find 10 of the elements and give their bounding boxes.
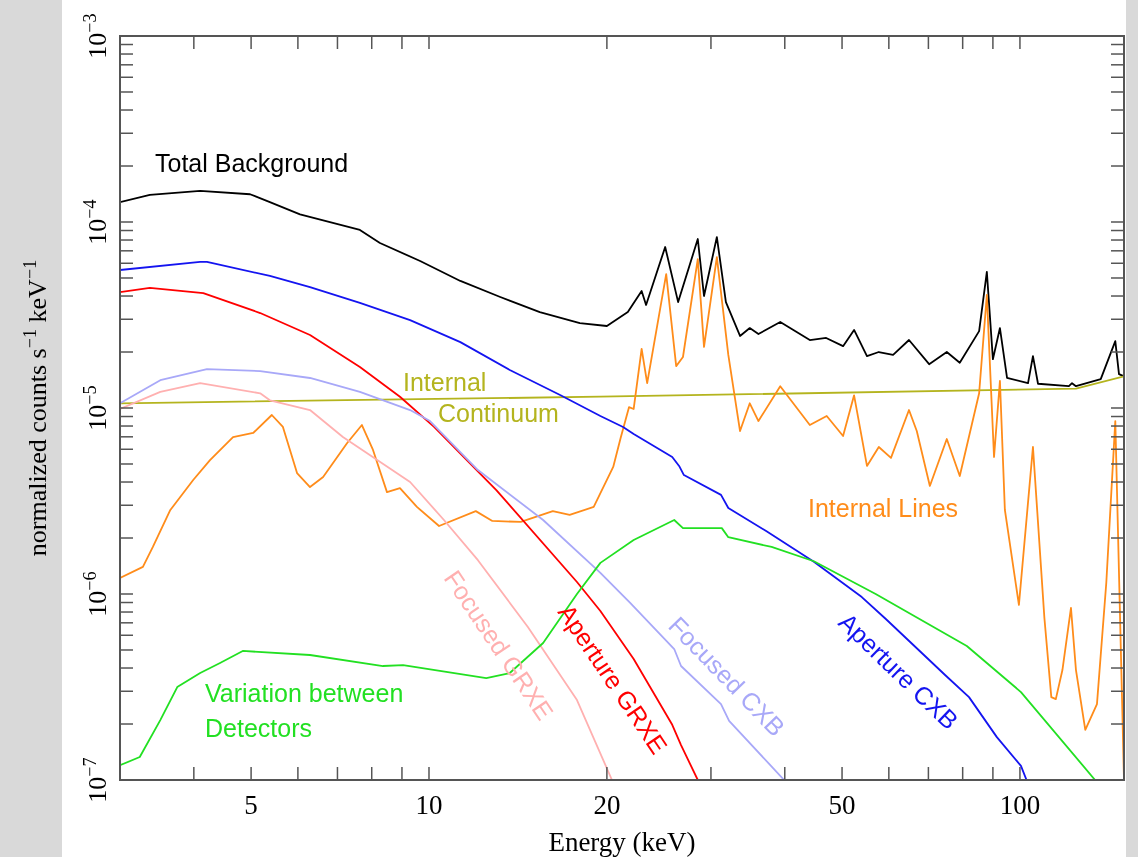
x-tick-label: 50 [828, 790, 856, 820]
series-label: Variation between Detectors [205, 679, 404, 742]
x-tick-label: 5 [244, 790, 258, 820]
x-tick-label: 100 [999, 790, 1041, 820]
series-label: Internal Lines [808, 494, 959, 522]
series-label: Internal Continuum [403, 368, 559, 427]
x-axis-title: Energy (keV) [548, 827, 696, 857]
series-label: Total Background [155, 149, 349, 177]
x-tick-label: 20 [593, 790, 621, 820]
x-tick-label: 10 [415, 790, 443, 820]
